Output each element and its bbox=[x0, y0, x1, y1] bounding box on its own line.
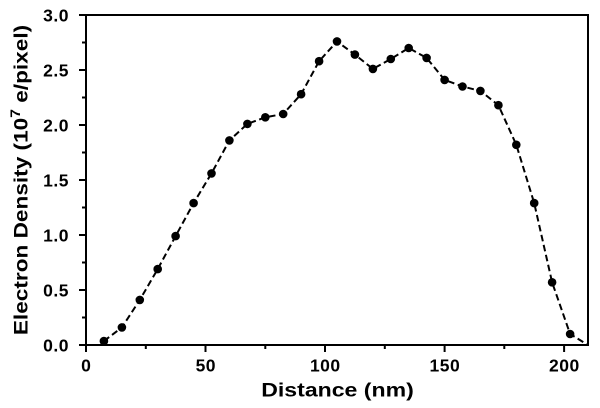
svg-text:1.0: 1.0 bbox=[43, 225, 69, 245]
svg-text:3.0: 3.0 bbox=[43, 5, 69, 25]
svg-text:200: 200 bbox=[549, 356, 580, 376]
svg-text:2.0: 2.0 bbox=[43, 115, 69, 135]
svg-text:0.0: 0.0 bbox=[43, 335, 69, 355]
svg-text:100: 100 bbox=[310, 356, 341, 376]
svg-text:0.5: 0.5 bbox=[43, 280, 69, 300]
svg-text:50: 50 bbox=[196, 356, 216, 376]
svg-text:1.5: 1.5 bbox=[43, 170, 69, 190]
svg-text:Distance (nm): Distance (nm) bbox=[261, 380, 414, 401]
svg-text:2.5: 2.5 bbox=[43, 60, 69, 80]
svg-text:150: 150 bbox=[430, 356, 461, 376]
svg-text:0: 0 bbox=[81, 356, 91, 376]
svg-text:Electron Density (107 e/pixel): Electron Density (107 e/pixel) bbox=[9, 25, 32, 335]
